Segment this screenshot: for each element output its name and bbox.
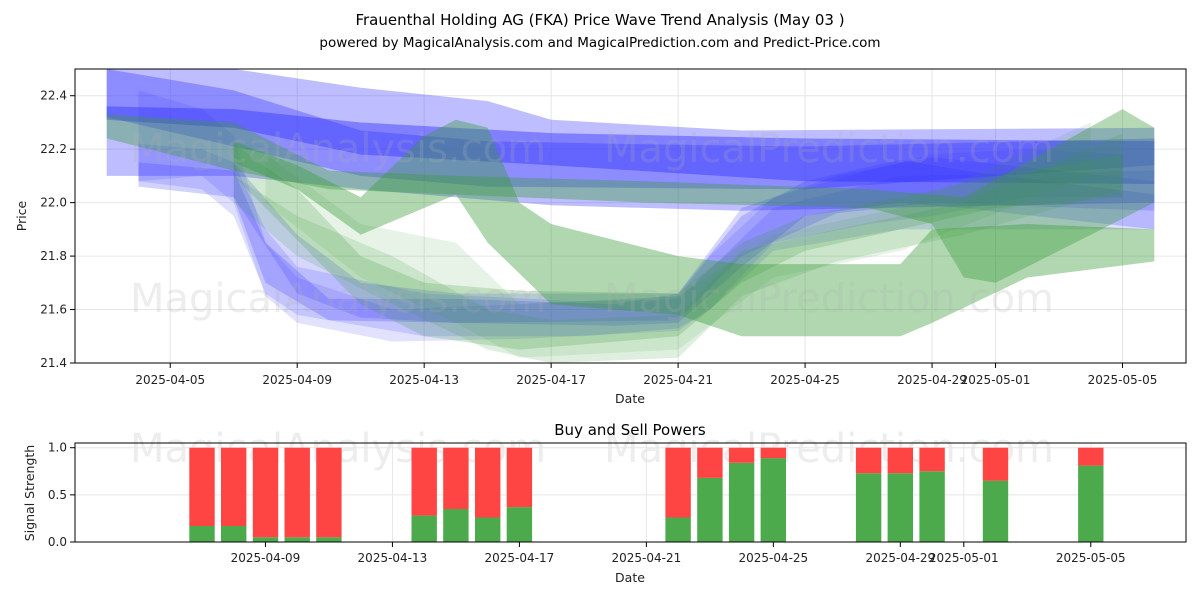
bottom-plot-frame xyxy=(74,442,1187,543)
sell-bar xyxy=(284,447,310,538)
watermark-4: MagicalPrediction.com xyxy=(604,276,1054,322)
green-wave-3 xyxy=(265,122,1091,358)
buy-bar xyxy=(760,458,786,542)
sell-bar xyxy=(411,447,437,516)
buy-bar xyxy=(475,517,501,542)
buy-bar xyxy=(855,473,882,542)
sell-bar xyxy=(221,447,247,526)
chart-subtitle: powered by MagicalAnalysis.com and Magic… xyxy=(319,35,880,51)
buy-bar xyxy=(411,515,437,542)
top-y-tick-label: 22.0 xyxy=(40,196,67,210)
bottom-y-tick-label: 0.5 xyxy=(48,488,67,502)
top-x-tick-label: 2025-05-05 xyxy=(1088,373,1158,387)
bottom-x-tick-label: 2025-04-21 xyxy=(611,551,681,565)
green-band-2 xyxy=(106,109,1155,283)
price-wave-series xyxy=(106,69,1155,363)
sell-bar xyxy=(728,447,755,463)
top-x-tick-label: 2025-05-01 xyxy=(961,373,1031,387)
bottom-y-tick-label: 1.0 xyxy=(48,441,67,455)
watermark-3: MagicalAnalysis.com xyxy=(130,276,546,322)
top-x-tick-label: 2025-04-21 xyxy=(643,373,713,387)
buy-bar xyxy=(728,462,755,542)
sell-bar xyxy=(475,447,501,518)
top-x-tick-label: 2025-04-13 xyxy=(389,373,459,387)
bottom-chart-title: Buy and Sell Powers xyxy=(554,421,706,439)
sell-bar xyxy=(443,447,469,509)
sell-bar xyxy=(855,447,882,474)
bottom-x-tick-label: 2025-04-13 xyxy=(358,551,428,565)
blue-wave-2 xyxy=(138,143,1155,337)
sell-bar xyxy=(252,447,279,538)
bottom-x-tick-label: 2025-04-29 xyxy=(865,551,935,565)
top-x-tick-label: 2025-04-17 xyxy=(516,373,586,387)
sell-bar xyxy=(887,447,913,474)
green-wave-1 xyxy=(233,143,1123,350)
green-wave-2 xyxy=(233,133,1123,363)
bottom-y-tick-label: 0.0 xyxy=(48,535,67,549)
sell-bar xyxy=(982,447,1009,481)
sell-bar xyxy=(1078,447,1104,466)
top-x-tick-label: 2025-04-09 xyxy=(262,373,332,387)
buy-bar xyxy=(665,517,691,542)
top-plot-frame xyxy=(74,68,1187,364)
buy-bar xyxy=(506,507,533,542)
watermark-1: MagicalAnalysis.com xyxy=(130,126,546,172)
top-y-axis-label: Price xyxy=(14,200,29,231)
buy-bar xyxy=(443,509,469,542)
blue-wave-1 xyxy=(138,90,1123,342)
bottom-x-tick-label: 2025-04-25 xyxy=(738,551,808,565)
buy-bar xyxy=(252,537,279,542)
chart-title: Frauenthal Holding AG (FKA) Price Wave T… xyxy=(355,11,844,29)
bottom-x-tick-label: 2025-04-09 xyxy=(231,551,301,565)
top-x-tick-label: 2025-04-25 xyxy=(770,373,840,387)
green-band-1 xyxy=(233,119,1155,337)
buy-sell-bars xyxy=(189,447,1104,542)
top-y-tick-label: 22.4 xyxy=(40,89,67,103)
buy-bar xyxy=(221,526,247,542)
bottom-x-tick-label: 2025-05-01 xyxy=(929,551,999,565)
bottom-axes: 2025-04-09 2025-04-13 2025-04-17 2025-04-21… xyxy=(48,441,1126,565)
sell-bar xyxy=(665,447,691,518)
watermark-2: MagicalPrediction.com xyxy=(604,126,1054,172)
blue-wave-4 xyxy=(233,157,1155,323)
blue-band-1 xyxy=(106,69,1155,211)
sell-bar xyxy=(760,447,786,459)
buy-bar xyxy=(1078,465,1104,542)
top-axes: 2025-04-05 2025-04-09 2025-04-13 2025-04-17… xyxy=(40,89,1157,387)
top-x-axis-label: Date xyxy=(615,391,645,406)
buy-bar xyxy=(284,537,310,542)
buy-bar xyxy=(887,473,913,542)
blue-band-2 xyxy=(106,69,1155,190)
top-y-tick-label: 21.6 xyxy=(40,303,67,317)
top-y-tick-label: 22.2 xyxy=(40,142,67,156)
bottom-x-axis-label: Date xyxy=(615,570,645,585)
sell-bar xyxy=(919,447,945,472)
bottom-y-axis-label: Signal Strength xyxy=(22,445,37,541)
top-x-tick-label: 2025-04-29 xyxy=(897,373,967,387)
sell-bar xyxy=(697,447,723,478)
sell-bar xyxy=(316,447,342,538)
top-y-tick-label: 21.8 xyxy=(40,249,67,263)
bottom-x-tick-label: 2025-05-05 xyxy=(1056,551,1126,565)
bottom-x-tick-label: 2025-04-17 xyxy=(485,551,555,565)
buy-bar xyxy=(316,537,342,542)
sell-bar xyxy=(506,447,533,508)
blue-band-3 xyxy=(106,106,1155,184)
top-x-tick-label: 2025-04-05 xyxy=(135,373,205,387)
buy-bar xyxy=(982,480,1009,542)
watermark-layer: MagicalAnalysis.com MagicalPrediction.co… xyxy=(130,126,1054,472)
buy-bar xyxy=(189,526,215,542)
blue-wave-3 xyxy=(138,159,1155,326)
top-y-tick-label: 21.4 xyxy=(40,356,67,370)
buy-bar xyxy=(697,477,723,542)
sell-bar xyxy=(189,447,215,526)
buy-bar xyxy=(919,471,945,542)
